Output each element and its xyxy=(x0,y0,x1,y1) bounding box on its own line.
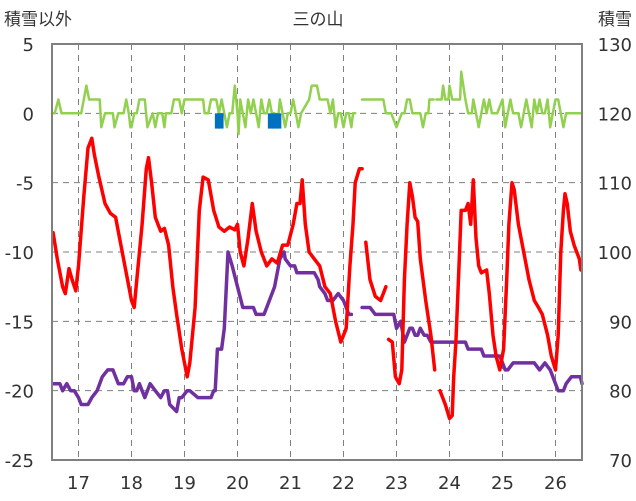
right-tick-label: 130 xyxy=(598,35,632,56)
x-tick-label: 26 xyxy=(544,473,567,494)
plot-frame xyxy=(51,43,583,461)
precipitation_bars-bar-1 xyxy=(218,113,224,129)
right-tick-label: 90 xyxy=(609,312,632,333)
left-tick-label: -10 xyxy=(5,243,34,264)
left-tick-label: -25 xyxy=(5,451,34,472)
right-tick-label: 110 xyxy=(598,174,632,195)
chart-title: 三の山 xyxy=(293,10,344,30)
left-tick-label: -5 xyxy=(16,174,34,195)
x-tick-label: 19 xyxy=(173,473,196,494)
right-tick-label: 80 xyxy=(609,382,632,403)
precipitation_bars-bar-0 xyxy=(214,113,220,129)
x-tick-label: 23 xyxy=(385,473,408,494)
right-axis-title: 積雪 xyxy=(598,10,632,30)
right-tick-label: 70 xyxy=(609,451,632,472)
x-tick-label: 22 xyxy=(332,473,355,494)
x-tick-label: 20 xyxy=(226,473,249,494)
precipitation_bars-bar-2 xyxy=(267,113,273,129)
precipitation_line-line xyxy=(50,70,584,136)
left-tick-label: -15 xyxy=(5,312,34,333)
x-tick-label: 25 xyxy=(491,473,514,494)
x-axis-ticks: 17 18 19 20 21 22 23 24 25 26 xyxy=(67,473,567,494)
x-tick-label: 24 xyxy=(438,473,461,494)
right-tick-label: 120 xyxy=(598,104,632,125)
precipitation_bars-bar-3 xyxy=(272,113,278,129)
left-tick-label: -20 xyxy=(5,382,34,403)
left-axis-title: 積雪以外 xyxy=(4,10,72,30)
x-tick-label: 21 xyxy=(279,473,302,494)
temperature-line xyxy=(51,136,583,421)
plot-series xyxy=(50,70,584,421)
x-tick-label: 18 xyxy=(120,473,143,494)
right-tick-label: 100 xyxy=(598,243,632,264)
left-axis-ticks: 5 0 -5 -10 -15 -20 -25 xyxy=(5,35,34,472)
x-tick-label: 17 xyxy=(67,473,90,494)
right-axis-ticks: 130 120 110 100 90 80 70 xyxy=(598,35,632,472)
snow_depth-line xyxy=(51,250,584,414)
precipitation_bars-bar-4 xyxy=(276,113,282,129)
left-tick-label: 5 xyxy=(23,35,34,56)
left-tick-label: 0 xyxy=(23,104,34,125)
